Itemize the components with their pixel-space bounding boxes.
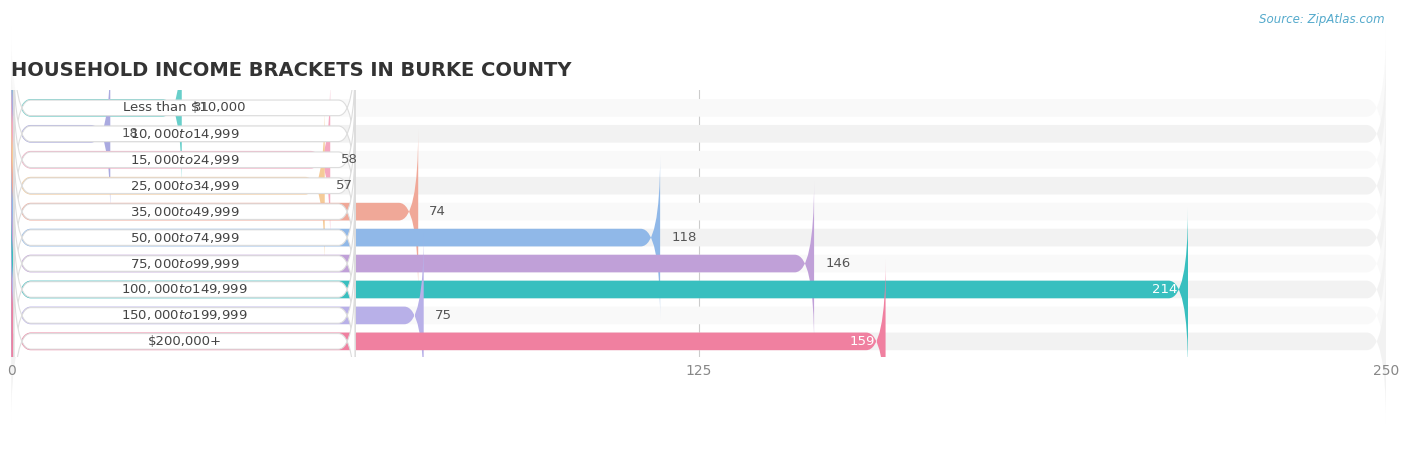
FancyBboxPatch shape xyxy=(14,271,354,411)
Text: 58: 58 xyxy=(342,153,359,166)
Text: $35,000 to $49,999: $35,000 to $49,999 xyxy=(129,205,239,219)
FancyBboxPatch shape xyxy=(14,245,354,386)
FancyBboxPatch shape xyxy=(14,194,354,333)
FancyBboxPatch shape xyxy=(14,90,354,230)
FancyBboxPatch shape xyxy=(11,26,181,190)
Text: 31: 31 xyxy=(193,101,209,114)
Text: $15,000 to $24,999: $15,000 to $24,999 xyxy=(129,153,239,167)
FancyBboxPatch shape xyxy=(11,104,325,268)
Text: Source: ZipAtlas.com: Source: ZipAtlas.com xyxy=(1260,14,1385,27)
Text: $25,000 to $34,999: $25,000 to $34,999 xyxy=(129,179,239,193)
FancyBboxPatch shape xyxy=(11,104,1386,268)
FancyBboxPatch shape xyxy=(11,78,1386,242)
Text: 74: 74 xyxy=(429,205,446,218)
FancyBboxPatch shape xyxy=(14,220,354,360)
FancyBboxPatch shape xyxy=(11,156,1386,320)
FancyBboxPatch shape xyxy=(14,116,354,256)
Text: $100,000 to $149,999: $100,000 to $149,999 xyxy=(121,283,247,297)
FancyBboxPatch shape xyxy=(11,259,1386,423)
FancyBboxPatch shape xyxy=(11,26,1386,190)
Text: 18: 18 xyxy=(121,127,138,140)
Text: 146: 146 xyxy=(825,257,851,270)
Text: 118: 118 xyxy=(671,231,696,244)
Text: $150,000 to $199,999: $150,000 to $199,999 xyxy=(121,308,247,322)
Text: 214: 214 xyxy=(1152,283,1177,296)
FancyBboxPatch shape xyxy=(14,167,354,308)
Text: $50,000 to $74,999: $50,000 to $74,999 xyxy=(129,230,239,245)
Text: 57: 57 xyxy=(336,179,353,192)
FancyBboxPatch shape xyxy=(11,130,1386,294)
FancyBboxPatch shape xyxy=(11,52,1386,216)
FancyBboxPatch shape xyxy=(11,234,423,397)
FancyBboxPatch shape xyxy=(11,259,886,423)
FancyBboxPatch shape xyxy=(14,38,354,178)
FancyBboxPatch shape xyxy=(11,207,1386,371)
Text: $75,000 to $99,999: $75,000 to $99,999 xyxy=(129,256,239,270)
FancyBboxPatch shape xyxy=(14,142,354,282)
FancyBboxPatch shape xyxy=(11,78,330,242)
Text: $200,000+: $200,000+ xyxy=(148,335,222,348)
FancyBboxPatch shape xyxy=(14,64,354,204)
FancyBboxPatch shape xyxy=(11,156,661,320)
FancyBboxPatch shape xyxy=(11,207,1188,371)
Text: $10,000 to $14,999: $10,000 to $14,999 xyxy=(129,127,239,141)
FancyBboxPatch shape xyxy=(11,52,110,216)
FancyBboxPatch shape xyxy=(11,181,814,346)
FancyBboxPatch shape xyxy=(11,181,1386,346)
Text: HOUSEHOLD INCOME BRACKETS IN BURKE COUNTY: HOUSEHOLD INCOME BRACKETS IN BURKE COUNT… xyxy=(11,61,572,80)
Text: 75: 75 xyxy=(434,309,451,322)
Text: 159: 159 xyxy=(849,335,875,348)
FancyBboxPatch shape xyxy=(11,130,418,294)
Text: Less than $10,000: Less than $10,000 xyxy=(124,101,246,114)
FancyBboxPatch shape xyxy=(11,234,1386,397)
